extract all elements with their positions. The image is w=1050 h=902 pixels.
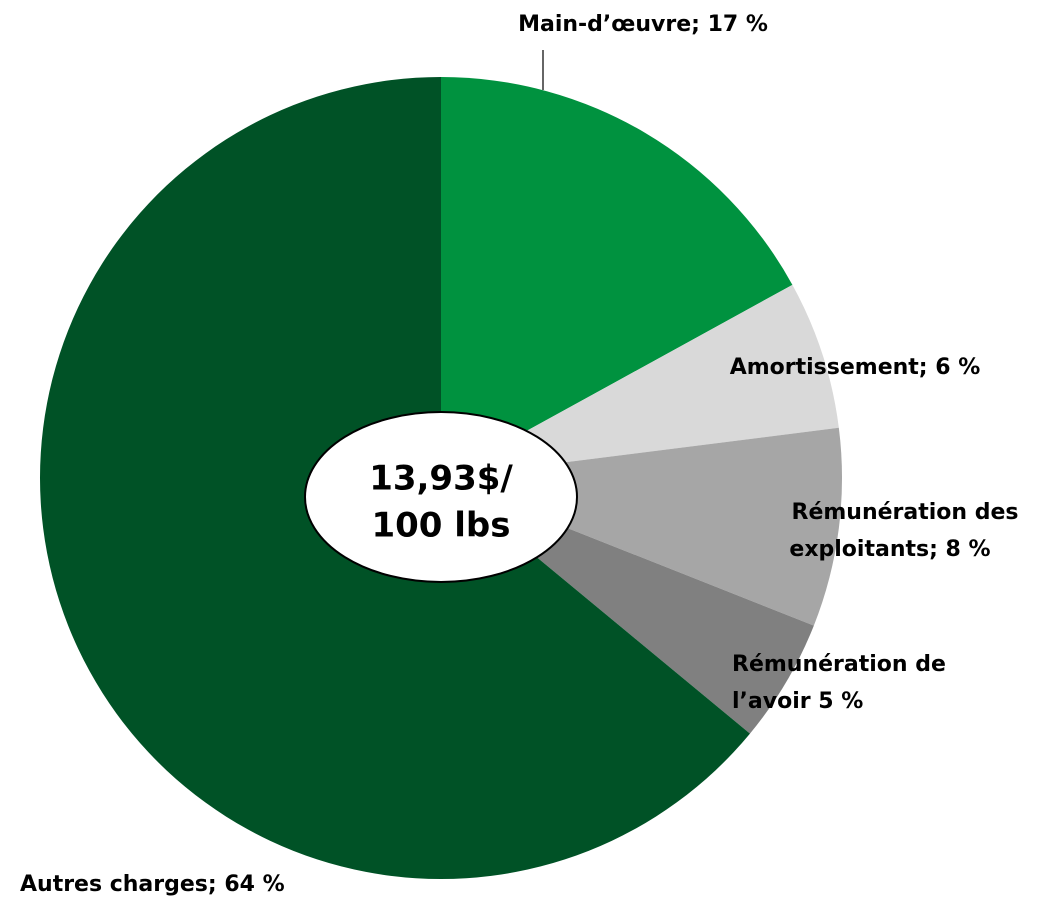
center-ellipse [304, 411, 578, 583]
data-label: exploitants; 8 % [789, 537, 990, 562]
data-label: l’avoir 5 % [732, 689, 863, 714]
center-label: 100 lbs [371, 506, 510, 546]
data-label: Rémunération des [792, 500, 1019, 525]
pie-slice [441, 77, 793, 478]
pie-slice [441, 284, 839, 478]
data-label: Amortissement; 6 % [730, 355, 981, 380]
center-label: 13,93$/ [369, 459, 513, 499]
data-label: Autres charges; 64 % [20, 872, 285, 897]
data-label: Rémunération de [732, 652, 946, 677]
data-label: Main-d’œuvre; 17 % [518, 12, 768, 37]
